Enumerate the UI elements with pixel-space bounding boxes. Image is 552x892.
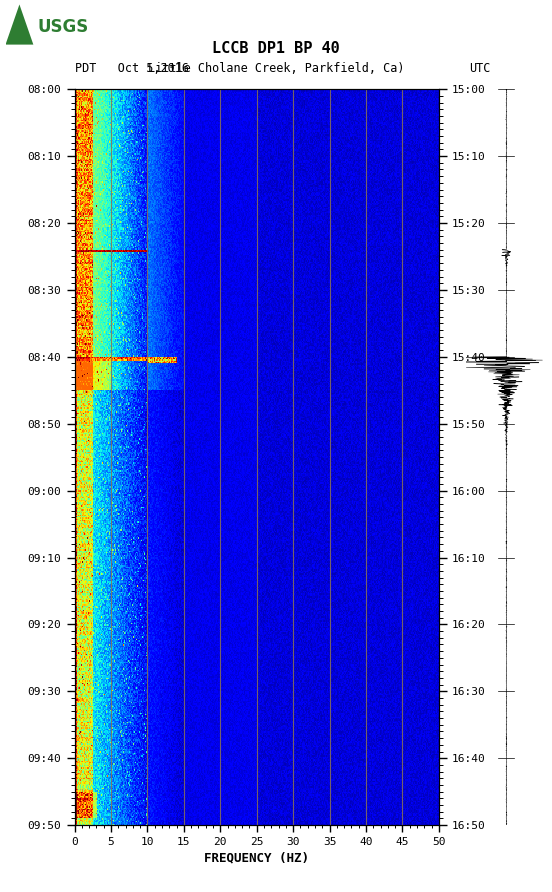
Polygon shape (6, 4, 33, 45)
Text: UTC: UTC (470, 62, 491, 75)
Text: Little Cholane Creek, Parkfield, Ca): Little Cholane Creek, Parkfield, Ca) (148, 62, 404, 75)
X-axis label: FREQUENCY (HZ): FREQUENCY (HZ) (204, 851, 309, 864)
Text: PDT   Oct 5,2016: PDT Oct 5,2016 (75, 62, 189, 75)
Text: USGS: USGS (38, 18, 89, 36)
Text: LCCB DP1 BP 40: LCCB DP1 BP 40 (212, 41, 340, 56)
